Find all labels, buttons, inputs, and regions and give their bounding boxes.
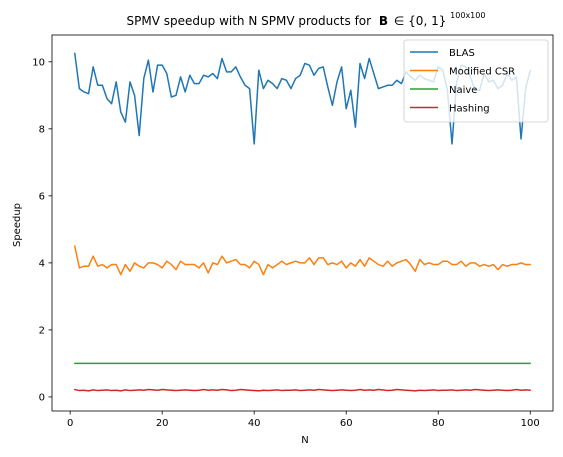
legend: BLAS Modified CSR Naive Hashing: [403, 39, 549, 123]
chart-title-superscript: 100x100: [450, 11, 485, 20]
chart-title: SPMV speedup with N SPMV products for B …: [127, 11, 486, 28]
x-tick-label: 100: [521, 418, 540, 429]
y-tick-label: 8: [39, 124, 45, 135]
chart-title-text: SPMV speedup with N SPMV products for: [127, 14, 372, 28]
legend-label: Modified CSR: [449, 67, 515, 78]
x-axis-label: N: [301, 435, 308, 446]
x-tick-label: 20: [156, 418, 169, 429]
y-axis-label: Speedup: [12, 203, 23, 247]
y-tick-label: 2: [39, 325, 45, 336]
legend-label: Naive: [449, 85, 477, 96]
chart-title-math-symbol: B: [379, 14, 388, 28]
x-axis-ticks: 0 20 40 60 80 100: [67, 411, 540, 429]
x-tick-label: 80: [432, 418, 445, 429]
y-tick-label: 6: [39, 191, 45, 202]
plot-area: 0 20 40 60 80 100 0 2 4 6 8 10: [32, 34, 554, 429]
legend-label: BLAS: [449, 48, 475, 59]
y-tick-label: 10: [32, 57, 45, 68]
series-line-hashing: [74, 388, 531, 392]
legend-label: Hashing: [449, 104, 490, 115]
legend-box: [403, 39, 549, 123]
plot-frame: [51, 34, 554, 412]
y-tick-label: 4: [39, 258, 45, 269]
x-tick-label: 40: [248, 418, 261, 429]
x-tick-label: 60: [340, 418, 353, 429]
y-axis-ticks: 0 2 4 6 8 10: [32, 57, 52, 403]
x-tick-label: 0: [67, 418, 73, 429]
series-line-modified-csr: [74, 245, 531, 276]
y-tick-label: 0: [39, 392, 45, 403]
chart-title-math-relation: ∈ {0, 1}: [394, 14, 446, 28]
